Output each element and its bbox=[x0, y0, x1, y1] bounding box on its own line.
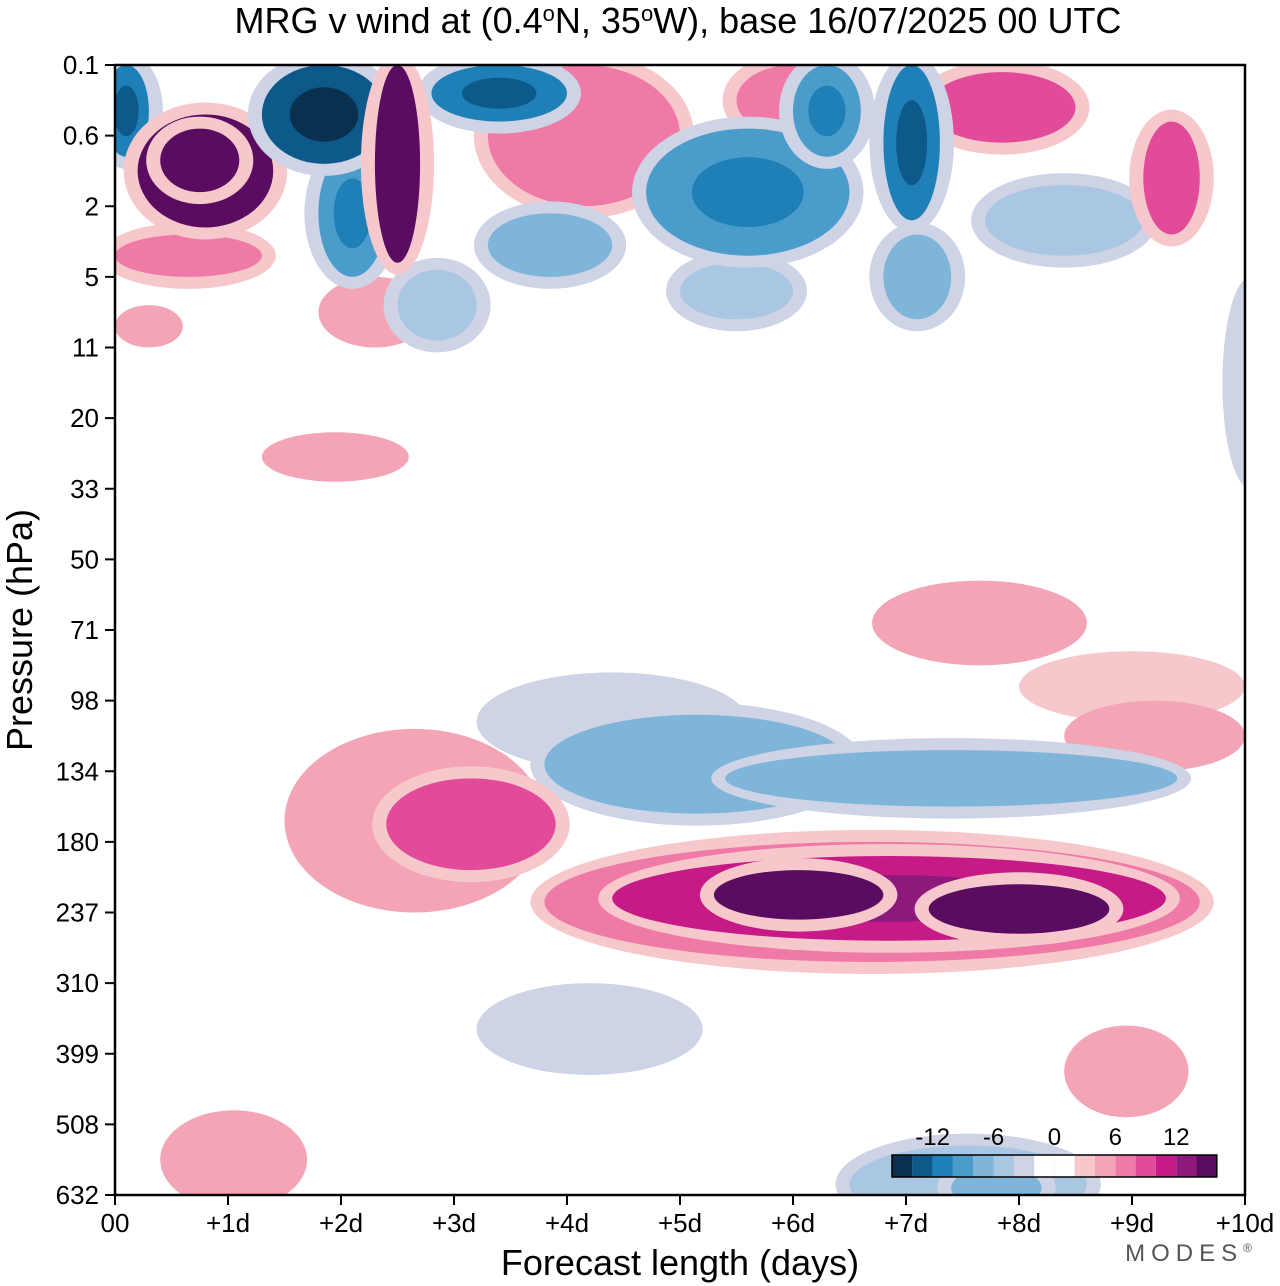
x-axis-label: Forecast length (days) bbox=[501, 1242, 859, 1283]
contour-region bbox=[725, 750, 1178, 807]
colorbar-swatch bbox=[1135, 1155, 1156, 1177]
contour-fields bbox=[115, 65, 1245, 1195]
contour-region bbox=[115, 234, 262, 277]
brand-name: MODES bbox=[1125, 1240, 1244, 1267]
y-tick-label: 0.6 bbox=[63, 121, 99, 151]
colorbar-label: 12 bbox=[1163, 1124, 1190, 1151]
y-tick-label: 180 bbox=[56, 827, 99, 857]
contour-core bbox=[289, 87, 359, 142]
contour-region bbox=[985, 185, 1144, 256]
y-tick-label: 11 bbox=[72, 333, 99, 363]
x-tick-label: +3d bbox=[432, 1208, 476, 1238]
colorbar-swatch bbox=[1095, 1155, 1116, 1177]
y-tick-label: 2 bbox=[85, 191, 99, 221]
colorbar-swatch bbox=[1196, 1155, 1217, 1177]
colorbar-swatch bbox=[993, 1155, 1014, 1177]
colorbar-label: 6 bbox=[1109, 1124, 1122, 1151]
y-axis-label: Pressure (hPa) bbox=[0, 509, 40, 751]
colorbar-swatch bbox=[1115, 1155, 1136, 1177]
colorbar-swatch bbox=[1074, 1155, 1095, 1177]
contour-region bbox=[115, 305, 183, 348]
colorbar-swatch bbox=[1176, 1155, 1197, 1177]
colorbar-swatch bbox=[1034, 1155, 1055, 1177]
x-axis: 00 +1d +2d +3d +4d +5d +6d +7d +8d +9d +10d bbox=[101, 1195, 1275, 1238]
contour-core bbox=[752, 881, 846, 909]
y-tick-label: 0.1 bbox=[63, 50, 99, 80]
y-tick-label: 5 bbox=[85, 262, 99, 292]
contour-region bbox=[872, 580, 1087, 666]
contour-core bbox=[808, 85, 846, 137]
contour-region bbox=[476, 983, 703, 1075]
y-tick-label: 632 bbox=[56, 1180, 99, 1210]
brand-logo: MODES® bbox=[1125, 1240, 1258, 1268]
colorbar-swatch bbox=[973, 1155, 994, 1177]
y-tick-label: 50 bbox=[70, 544, 99, 574]
contour-region bbox=[928, 72, 1076, 143]
contour-region bbox=[883, 234, 952, 320]
x-tick-label: +9d bbox=[1110, 1208, 1154, 1238]
y-tick-label: 508 bbox=[56, 1109, 99, 1139]
contour-region bbox=[1064, 1025, 1189, 1118]
contour-core bbox=[385, 109, 410, 219]
contour-core bbox=[461, 77, 537, 109]
colorbar-swatch bbox=[892, 1155, 913, 1177]
y-tick-label: 71 bbox=[70, 615, 99, 645]
contour-core bbox=[333, 178, 371, 249]
chart-title: MRG v wind at (0.4oN, 35oW), base 16/07/… bbox=[235, 0, 1122, 41]
y-tick-label: 20 bbox=[70, 403, 99, 433]
x-tick-label: +8d bbox=[997, 1208, 1041, 1238]
contour-core bbox=[177, 142, 222, 178]
x-tick-label: +6d bbox=[771, 1208, 815, 1238]
contour-region bbox=[261, 432, 409, 482]
colorbar-label: -12 bbox=[915, 1124, 950, 1151]
contour-core bbox=[115, 85, 139, 137]
y-tick-label: 98 bbox=[70, 686, 99, 716]
x-tick-label: +10d bbox=[1216, 1208, 1275, 1238]
plot-area bbox=[115, 65, 1245, 1195]
x-tick-label: +1d bbox=[206, 1208, 250, 1238]
contour-region bbox=[680, 262, 793, 320]
colorbar-frame bbox=[891, 1154, 1218, 1178]
y-tick-label: 399 bbox=[56, 1039, 99, 1069]
y-tick-label: 237 bbox=[56, 898, 99, 928]
colorbar-swatch bbox=[952, 1155, 974, 1177]
y-axis: 0.1 0.6 2 5 11 20 33 50 71 98 134 180 237 310 399 508 63… bbox=[56, 50, 115, 1210]
contour-region bbox=[160, 1110, 308, 1195]
x-tick-label: +2d bbox=[319, 1208, 363, 1238]
x-tick-label: +5d bbox=[658, 1208, 702, 1238]
colorbar-swatch bbox=[912, 1155, 933, 1177]
contour-region bbox=[1222, 279, 1245, 487]
colorbar-swatch bbox=[932, 1155, 953, 1177]
colorbar-label: 0 bbox=[1048, 1124, 1061, 1151]
y-tick-label: 33 bbox=[70, 474, 99, 504]
y-tick-label: 310 bbox=[56, 968, 99, 998]
contour-region bbox=[1143, 121, 1200, 235]
contour-core bbox=[969, 895, 1069, 923]
colorbar-label: -6 bbox=[983, 1124, 1004, 1151]
contour-region bbox=[386, 778, 556, 871]
colorbar-swatch bbox=[1013, 1155, 1035, 1177]
brand-mark: ® bbox=[1243, 1241, 1258, 1255]
x-tick-label: 00 bbox=[101, 1208, 130, 1238]
contour-core bbox=[896, 99, 928, 186]
contour-region bbox=[487, 213, 613, 277]
colorbar-swatch bbox=[1155, 1155, 1177, 1177]
colorbar-swatch bbox=[1054, 1155, 1075, 1177]
contour-region bbox=[397, 269, 477, 341]
y-tick-label: 134 bbox=[56, 756, 99, 786]
x-tick-label: +4d bbox=[545, 1208, 589, 1238]
x-tick-label: +7d bbox=[884, 1208, 928, 1238]
colorbar: -12 -6 0 6 12 bbox=[891, 1124, 1218, 1178]
contour-core bbox=[691, 157, 804, 228]
